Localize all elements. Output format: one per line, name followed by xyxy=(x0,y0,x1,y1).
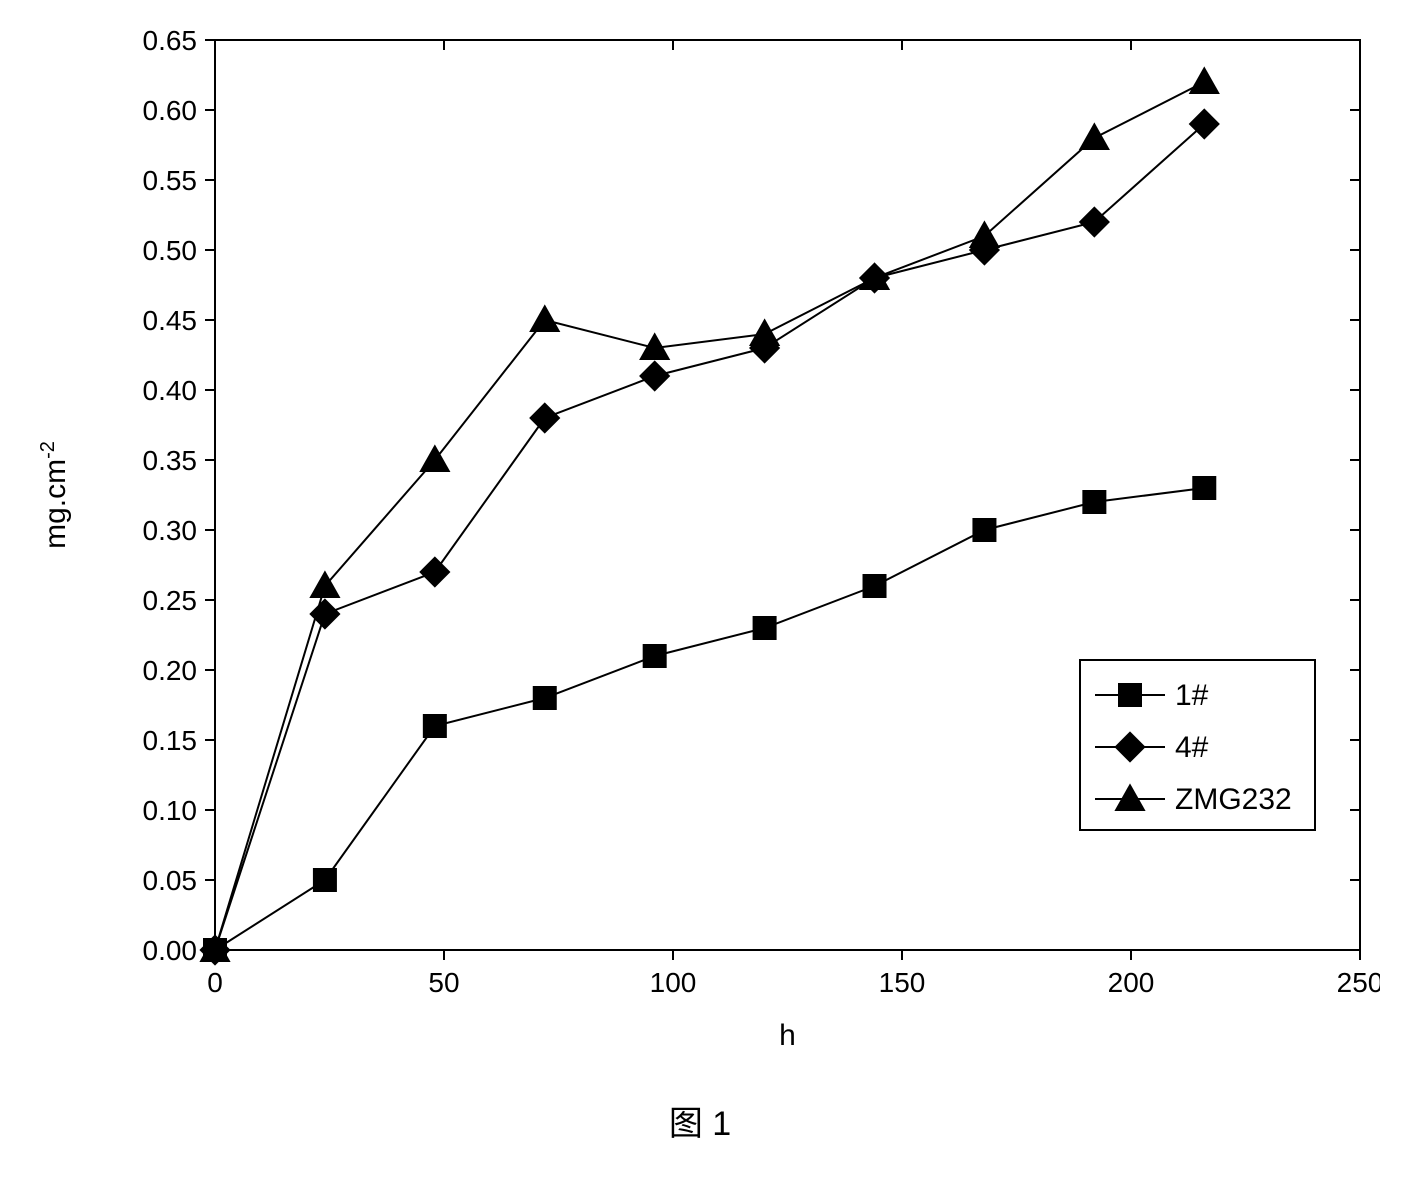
y-tick-label: 0.60 xyxy=(143,95,198,126)
y-tick-label: 0.55 xyxy=(143,165,198,196)
y-tick-label: 0.20 xyxy=(143,655,198,686)
x-tick-label: 200 xyxy=(1108,967,1155,998)
chart-container: 0 50 100 150 200 250 0.00 0.05 0.10 0.15 0.20 0.25 0… xyxy=(20,20,1380,1160)
y-tick-label: 0.10 xyxy=(143,795,198,826)
y-axis-label: mg.cm-2 xyxy=(37,441,72,549)
y-tick-label: 0.45 xyxy=(143,305,198,336)
line-chart: 0 50 100 150 200 250 0.00 0.05 0.10 0.15 0.20 0.25 0… xyxy=(20,20,1380,1160)
y-tick-label: 0.50 xyxy=(143,235,198,266)
series-4# xyxy=(199,108,1219,965)
series-ZMG232 xyxy=(199,66,1219,962)
legend-label: 4# xyxy=(1175,731,1209,764)
y-tick-label: 0.35 xyxy=(143,445,198,476)
x-tick-label: 0 xyxy=(207,967,223,998)
legend-label: ZMG232 xyxy=(1175,783,1292,816)
series-1# xyxy=(203,476,1216,962)
y-tick-label: 0.65 xyxy=(143,25,198,56)
x-tick-label: 100 xyxy=(650,967,697,998)
legend-label: 1# xyxy=(1175,679,1209,712)
y-tick-label: 0.30 xyxy=(143,515,198,546)
figure-caption: 图 1 xyxy=(669,1105,731,1143)
x-tick-label: 150 xyxy=(879,967,926,998)
x-tick-label: 50 xyxy=(428,967,459,998)
y-tick-label: 0.40 xyxy=(143,375,198,406)
y-tick-label: 0.15 xyxy=(143,725,198,756)
y-tick-label: 0.00 xyxy=(143,935,198,966)
y-tick-label: 0.25 xyxy=(143,585,198,616)
y-tick-label: 0.05 xyxy=(143,865,198,896)
x-tick-label: 250 xyxy=(1337,967,1380,998)
x-axis-label: h xyxy=(779,1019,796,1052)
